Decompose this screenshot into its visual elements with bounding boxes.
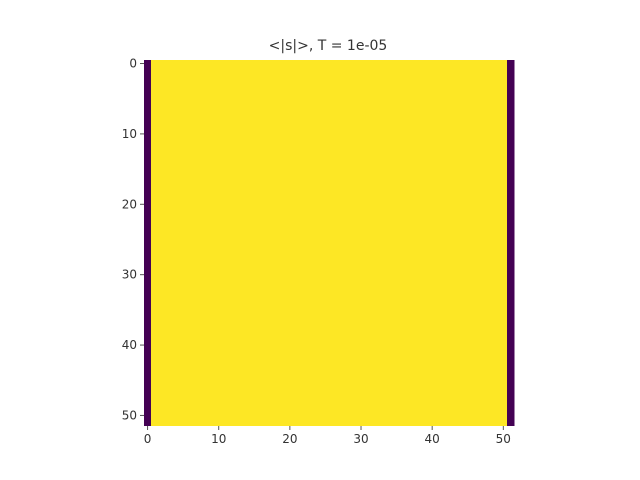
x-axis: 0 10 20 30 40 50 <box>144 426 511 446</box>
heatmap-column-21 <box>293 60 302 426</box>
chart-title: <|s|>, T = 1e-05 <box>269 38 388 54</box>
heatmap-column-35 <box>393 60 401 426</box>
heatmap-column-29 <box>350 60 359 426</box>
x-tick-label-0: 0 <box>144 432 152 446</box>
y-axis: 0 10 20 30 40 50 <box>122 57 144 422</box>
heatmap-column-13 <box>236 60 245 426</box>
x-tick-label-50: 50 <box>496 432 511 446</box>
heatmap-column-11 <box>222 60 230 426</box>
heatmap-column-0 <box>144 60 152 426</box>
y-tick-label-30: 30 <box>122 268 137 282</box>
heatmap-column-19 <box>279 60 287 426</box>
heatmap-column-28 <box>343 60 351 426</box>
heatmap-column-8 <box>200 60 209 426</box>
x-tick-label-40: 40 <box>425 432 440 446</box>
heatmap-column-15 <box>250 60 259 426</box>
heatmap-column-37 <box>407 60 415 426</box>
y-tick-label-10: 10 <box>122 127 137 141</box>
heatmap-column-50 <box>499 60 508 426</box>
heatmap-column-40 <box>428 60 437 426</box>
y-tick-label-50: 50 <box>122 408 137 422</box>
heatmap-column-38 <box>414 60 423 426</box>
heatmap-column-45 <box>464 60 472 426</box>
heatmap-column-10 <box>215 60 223 426</box>
heatmap-column-4 <box>172 60 181 426</box>
heatmap-column-31 <box>364 60 373 426</box>
x-tick-label-10: 10 <box>211 432 226 446</box>
heatmap-column-33 <box>378 60 387 426</box>
heatmap-column-23 <box>307 60 316 426</box>
heatmap-column-41 <box>435 60 444 426</box>
x-tick-label-30: 30 <box>353 432 368 446</box>
heatmap-column-36 <box>400 60 408 426</box>
y-tick-label-20: 20 <box>122 197 137 211</box>
heatmap-column-26 <box>329 60 337 426</box>
heatmap-column-24 <box>314 60 323 426</box>
heatmap-column-27 <box>336 60 344 426</box>
heatmap-column-16 <box>257 60 266 426</box>
heatmap-column-1 <box>151 60 159 426</box>
heatmap-column-47 <box>478 60 487 426</box>
heatmap-column-12 <box>229 60 238 426</box>
heatmap-column-42 <box>442 60 451 426</box>
heatmap-column-39 <box>421 60 430 426</box>
x-tick-label-20: 20 <box>282 432 297 446</box>
heatmap-column-2 <box>158 60 166 426</box>
heatmap-column-17 <box>264 60 273 426</box>
y-tick-label-40: 40 <box>122 338 137 352</box>
heatmap-column-9 <box>208 60 216 426</box>
heatmap-column-7 <box>193 60 202 426</box>
heatmap-column-18 <box>272 60 280 426</box>
heatmap-cells <box>144 60 515 426</box>
heatmap-column-25 <box>321 60 330 426</box>
heatmap-column-51 <box>506 60 515 426</box>
heatmap-column-6 <box>186 60 195 426</box>
heatmap-column-20 <box>286 60 295 426</box>
heatmap-column-32 <box>371 60 380 426</box>
heatmap-column-34 <box>385 60 394 426</box>
heatmap-column-22 <box>300 60 309 426</box>
heatmap-column-49 <box>492 60 501 426</box>
heatmap-column-30 <box>357 60 366 426</box>
heatmap-column-14 <box>243 60 252 426</box>
heatmap-column-46 <box>471 60 480 426</box>
heatmap-column-5 <box>179 60 188 426</box>
heatmap-column-44 <box>457 60 465 426</box>
heatmap-column-3 <box>165 60 174 426</box>
heatmap-column-48 <box>485 60 494 426</box>
heatmap-column-43 <box>449 60 458 426</box>
y-tick-label-0: 0 <box>129 57 137 71</box>
